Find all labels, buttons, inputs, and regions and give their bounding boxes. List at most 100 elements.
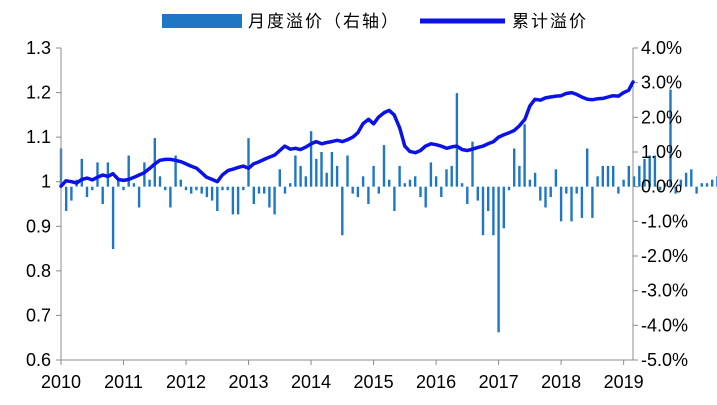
left-axis-tick-label: 0.8: [26, 261, 51, 281]
monthly-premium-bar: [684, 172, 688, 187]
right-axis-tick-label: -2.0%: [641, 246, 688, 266]
left-axis-tick-label: 0.7: [26, 305, 51, 325]
monthly-premium-bar: [664, 183, 667, 187]
monthly-premium-bar: [351, 186, 354, 194]
left-axis-tick-label: 1.2: [26, 83, 51, 103]
monthly-premium-bar: [627, 165, 630, 187]
monthly-premium-bar: [570, 186, 573, 222]
monthly-premium-bar: [164, 186, 167, 191]
monthly-premium-bar: [210, 186, 214, 201]
monthly-premium-bar: [471, 141, 474, 187]
monthly-premium-bar: [487, 186, 490, 211]
monthly-premium-bar: [216, 186, 219, 211]
monthly-premium-bar: [518, 165, 521, 187]
monthly-premium-bar: [184, 186, 188, 191]
monthly-premium-bar: [221, 186, 224, 191]
monthly-premium-bar: [638, 165, 641, 187]
monthly-premium-bar: [200, 186, 203, 194]
monthly-premium-bar: [91, 186, 94, 191]
monthly-premium-bar: [658, 186, 662, 191]
monthly-premium-bar: [335, 165, 339, 187]
monthly-premium-bar: [596, 176, 599, 187]
monthly-premium-bar: [341, 186, 344, 236]
monthly-premium-bar: [414, 176, 417, 187]
monthly-premium-bar: [273, 186, 276, 215]
right-axis-tick-label: -4.0%: [641, 315, 688, 335]
monthly-premium-bar: [408, 179, 412, 187]
monthly-premium-bar: [476, 186, 479, 201]
monthly-premium-bar: [101, 186, 104, 204]
monthly-premium-bar: [372, 165, 375, 187]
monthly-premium-bar: [179, 179, 182, 187]
monthly-premium-bar: [690, 169, 693, 187]
monthly-premium-bar: [565, 186, 568, 194]
monthly-premium-bar: [580, 186, 584, 218]
monthly-premium-bar: [361, 176, 365, 187]
monthly-premium-bar: [195, 186, 198, 191]
monthly-premium-bar: [575, 186, 578, 194]
monthly-premium-bar: [388, 179, 391, 187]
monthly-premium-bar: [117, 179, 120, 187]
monthly-premium-bar: [80, 158, 83, 187]
monthly-premium-bar: [554, 169, 558, 187]
monthly-premium-bar: [591, 186, 594, 218]
left-axis-tick-label: 0.6: [26, 350, 51, 370]
legend-line-label: 累计溢价: [512, 12, 588, 32]
monthly-premium-bar: [455, 93, 459, 187]
monthly-premium-bar: [544, 186, 547, 208]
monthly-premium-bar: [122, 186, 125, 191]
monthly-premium-bar: [502, 186, 505, 229]
monthly-premium-bar: [711, 179, 714, 187]
cumulative-premium-line-group: [59, 80, 635, 188]
monthly-premium-bar: [612, 165, 615, 187]
monthly-premium-bar: [653, 155, 657, 187]
monthly-premium-bar: [460, 183, 464, 187]
monthly-premium-bar: [450, 165, 453, 187]
chart-tick-labels: 0.6 0.7 0.8 0.9 1 1.1 1.2 1.3 -5.0% -4.0% -3.0% -2.…: [26, 38, 688, 392]
monthly-premium-bar: [674, 186, 677, 194]
monthly-premium-bar: [96, 162, 99, 187]
right-axis-tick-label: 4.0%: [641, 38, 682, 58]
monthly-premium-bar: [398, 165, 401, 187]
x-axis-tick-label: 2013: [229, 372, 269, 392]
monthly-premium-bar: [257, 186, 261, 194]
left-axis-tick-label: 0.9: [26, 216, 51, 236]
monthly-premium-bar: [85, 186, 89, 198]
legend-bar-label: 月度溢价（右轴）: [248, 12, 400, 32]
monthly-premium-bar: [523, 124, 526, 187]
monthly-premium-bar: [320, 152, 323, 187]
monthly-premium-bar: [309, 131, 313, 187]
monthly-premium-bar: [695, 186, 698, 194]
left-axis-tick-label: 1: [41, 172, 51, 192]
monthly-premium-bar: [424, 186, 427, 208]
monthly-premium-bar: [622, 179, 625, 187]
cumulative-premium-line: [59, 80, 635, 188]
monthly-premium-bar: [111, 186, 115, 250]
monthly-premium-bar: [429, 162, 433, 187]
monthly-premium-bar: [549, 186, 552, 198]
x-axis-tick-label: 2018: [541, 372, 581, 392]
monthly-premium-bar: [382, 145, 386, 187]
monthly-premium-bar: [299, 165, 302, 187]
monthly-premium-bar: [466, 186, 469, 204]
monthly-premium-bar: [174, 155, 177, 187]
monthly-premium-bar: [263, 186, 266, 194]
monthly-premium-bar: [190, 186, 193, 194]
monthly-premium-bar: [242, 186, 245, 191]
monthly-premium-bar: [601, 165, 604, 187]
monthly-premium-bar: [226, 186, 229, 191]
monthly-premium-bar: [247, 138, 250, 187]
monthly-premium-bar: [481, 186, 485, 236]
monthly-premium-bar: [283, 186, 287, 194]
monthly-premium-bar: [236, 186, 240, 215]
chart-axes: [56, 47, 638, 365]
monthly-premium-bar: [158, 176, 162, 187]
monthly-premium-bar: [643, 158, 646, 187]
right-axis-tick-label: 2.0%: [641, 107, 682, 127]
monthly-premium-bar: [65, 186, 68, 211]
monthly-premium-bar: [528, 179, 532, 187]
monthly-premium-bar: [492, 186, 495, 236]
monthly-premium-bar: [559, 186, 563, 222]
monthly-premium-bar: [513, 148, 516, 187]
